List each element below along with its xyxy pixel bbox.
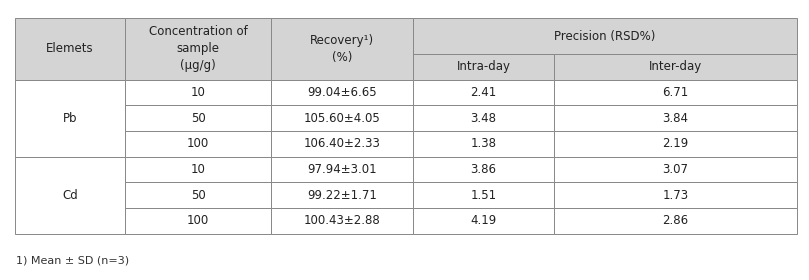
Text: 3.84: 3.84 [663,112,688,125]
Text: 10: 10 [191,163,205,176]
Bar [125,80,271,105]
Bar [271,208,413,234]
Bar [125,157,271,182]
Bar [125,182,271,208]
Bar [125,105,271,131]
Bar [554,105,797,131]
Bar [554,157,797,182]
Bar [271,131,413,157]
Text: 50: 50 [191,189,205,202]
Bar [271,157,413,182]
Bar [413,182,554,208]
Text: Concentration of
sample
(μg/g): Concentration of sample (μg/g) [149,25,248,73]
Text: Precision (RSD%): Precision (RSD%) [554,29,655,43]
Text: 1.38: 1.38 [470,137,497,150]
Text: 100.43±2.88: 100.43±2.88 [303,214,380,227]
Text: 10: 10 [191,86,205,99]
Bar [125,208,271,234]
Text: 99.04±6.65: 99.04±6.65 [307,86,377,99]
Text: 2.41: 2.41 [470,86,497,99]
Text: 1.73: 1.73 [663,189,688,202]
Text: 3.07: 3.07 [663,163,688,176]
Bar [271,18,413,80]
Bar [15,157,125,234]
Text: 100: 100 [187,214,210,227]
Bar [554,80,797,105]
Text: 6.71: 6.71 [663,86,688,99]
Bar [125,131,271,157]
Bar [413,80,554,105]
Text: 99.22±1.71: 99.22±1.71 [307,189,377,202]
Text: 105.60±4.05: 105.60±4.05 [303,112,380,125]
Text: 2.19: 2.19 [663,137,688,150]
Bar [413,18,797,54]
Bar [271,182,413,208]
Bar [554,54,797,80]
Text: Inter-day: Inter-day [649,60,702,73]
Text: 1.51: 1.51 [470,189,497,202]
Bar [554,208,797,234]
Text: 4.19: 4.19 [470,214,497,227]
Bar [413,105,554,131]
Bar [413,157,554,182]
Text: 1) Mean ± SD (n=3): 1) Mean ± SD (n=3) [16,255,129,265]
Bar [413,54,554,80]
Bar [413,208,554,234]
Bar [125,18,271,80]
Bar [554,182,797,208]
Text: 50: 50 [191,112,205,125]
Text: 3.86: 3.86 [470,163,497,176]
Bar [15,18,125,80]
Bar [15,80,125,157]
Bar [413,131,554,157]
Text: 106.40±2.33: 106.40±2.33 [303,137,380,150]
Bar [271,80,413,105]
Text: 97.94±3.01: 97.94±3.01 [307,163,377,176]
Text: Elemets: Elemets [46,43,94,55]
Bar [271,105,413,131]
Text: Pb: Pb [63,112,77,125]
Bar [554,131,797,157]
Text: Intra-day: Intra-day [456,60,510,73]
Text: Cd: Cd [62,189,78,202]
Text: 100: 100 [187,137,210,150]
Text: Recovery¹)
(%): Recovery¹) (%) [310,34,374,64]
Text: 3.48: 3.48 [470,112,497,125]
Text: 2.86: 2.86 [663,214,688,227]
